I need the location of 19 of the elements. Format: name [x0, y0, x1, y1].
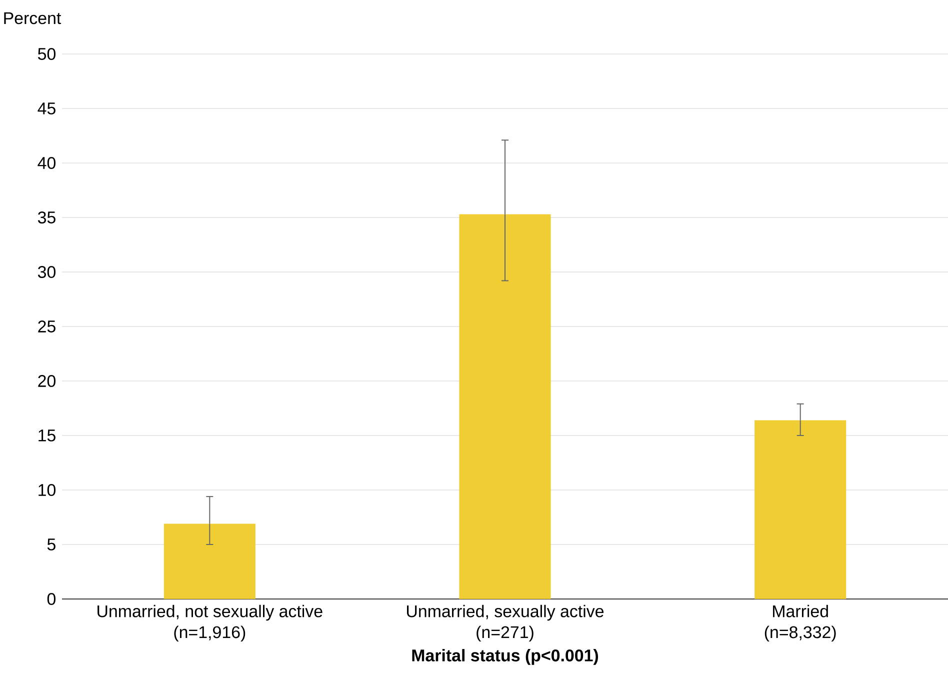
y-tick-label: 35	[38, 212, 56, 224]
x-tick-label: Married (n=8,332)	[764, 604, 836, 642]
y-tick-label: 5	[47, 538, 56, 550]
y-tick-label: 0	[47, 593, 56, 605]
y-tick-label: 25	[38, 320, 56, 332]
y-tick-label: 15	[38, 430, 56, 442]
bar	[164, 524, 256, 599]
y-tick-label: 40	[38, 156, 56, 169]
bar	[754, 420, 846, 599]
bar	[459, 214, 551, 599]
y-tick-label: 50	[38, 48, 56, 60]
y-tick-label: 45	[38, 102, 56, 114]
y-axis-title: Percent	[4, 12, 62, 24]
x-tick-label: Unmarried, sexually active (n=271)	[407, 604, 604, 642]
y-tick-label: 20	[38, 375, 56, 387]
y-tick-label: 30	[38, 266, 56, 278]
x-axis-title: Marital status (p<0.001)	[412, 649, 598, 665]
y-tick-label: 10	[38, 484, 56, 496]
x-tick-label: Unmarried, not sexually active (n=1,916)	[98, 604, 322, 642]
